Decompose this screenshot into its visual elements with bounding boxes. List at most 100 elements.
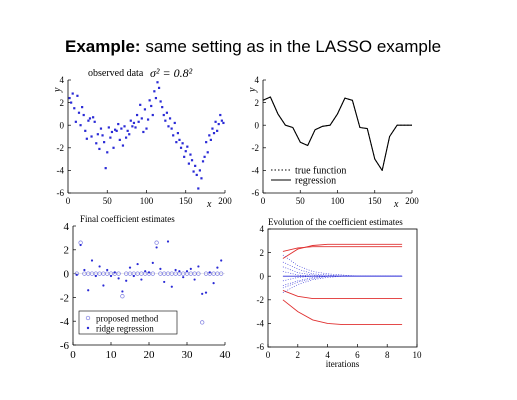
data-point [146,118,150,121]
x-tick-label: 0 [266,350,271,360]
data-point [150,104,153,108]
data-point [176,132,179,135]
y-tick-label: -2 [57,143,65,153]
plot-frame [267,228,418,348]
data-point [115,129,118,132]
data-point [71,92,74,95]
data-point [170,127,173,130]
ridge-point [102,284,105,287]
y-tick-label: 4 [255,75,260,85]
data-point [162,113,165,117]
ridge-point [166,240,170,243]
y-tick-label: 0 [60,120,65,130]
data-point [82,113,85,117]
data-point [74,120,77,123]
series-line-regression [262,96,412,171]
data-point [148,99,151,102]
data-point [167,125,170,128]
y-axis-label: y [247,87,258,93]
y-tick-label: -2 [60,292,69,304]
data-point [201,160,205,163]
data-point [192,170,195,173]
ridge-point [98,265,101,268]
coefficient-path [282,275,403,289]
slide-title: Example: same setting as in the LASSO ex… [65,37,441,57]
ridge-point [113,271,116,274]
chart-regression: 0 50 100 150 200 4 2 0 -2 -4 -6 x y true functionregr… [247,75,419,210]
data-point [154,96,158,100]
coefficient-path [282,299,403,326]
ridge-point [87,289,90,292]
data-point [131,125,134,128]
y-tick-label: -2 [257,295,265,305]
legend-label: true function [295,166,346,177]
x-tick-label: 50 [103,196,113,206]
proposed-point [154,240,159,245]
chart-title: Final coefficient estimates [80,214,175,224]
ridge-point [75,273,78,276]
x-tick-label: 100 [140,196,154,206]
ridge-point [147,271,151,274]
ridge-point [83,268,86,272]
slide-title-rest: same setting as in the LASSO example [140,37,442,56]
data-point [187,162,190,165]
y-tick-label: 0 [64,268,70,280]
data-point [211,127,214,130]
x-tick-label: 10 [106,349,118,361]
y-tick-label: 4 [60,75,65,85]
data-point [212,132,216,135]
ridge-point [220,259,223,262]
data-point [216,129,219,132]
data-point [203,155,206,158]
x-tick-label: 20 [144,349,156,361]
data-point [103,141,106,144]
ridge-point [189,267,192,270]
data-point [183,155,186,158]
coefficient-path [282,271,403,277]
x-tick-label: 4 [325,350,330,360]
coefficient-path [282,266,403,277]
data-point [153,90,156,93]
data-point [197,187,200,190]
proposed-point [219,271,224,276]
data-point [214,120,217,123]
data-point [84,129,87,132]
ridge-point [109,274,113,278]
data-point [107,126,110,129]
y-tick-label: 4 [260,224,265,234]
data-point [126,129,129,132]
ridge-point [136,262,139,266]
proposed-point [150,271,155,276]
data-point [220,119,223,122]
data-point [129,119,132,122]
data-point [120,127,123,130]
ridge-point [201,292,204,295]
ridge-point [132,274,135,278]
x-tick-label: 0 [261,196,266,206]
proposed-point [200,320,205,325]
series-line-true-function [262,96,412,171]
data-point [110,130,114,134]
data-point [92,116,95,119]
data-point [205,141,208,144]
y-tick-label: -4 [60,316,70,328]
data-point [95,142,98,145]
ridge-point [170,285,173,288]
ridge-point [94,274,97,278]
y-tick-label: 4 [64,221,70,233]
ridge-point [197,265,200,268]
y-tick-label: -4 [257,319,265,329]
data-point [132,121,136,125]
data-point [175,141,178,144]
data-point [124,136,128,139]
y-tick-label: -6 [57,188,65,198]
data-point [164,119,167,122]
data-point [70,101,73,104]
coefficient-path [282,289,403,300]
x-tick-label: 40 [220,349,232,361]
data-point [98,147,101,151]
ridge-point [178,270,181,273]
coefficient-path [282,275,403,282]
x-tick-label: 50 [296,196,306,206]
coefficient-path [282,275,403,293]
